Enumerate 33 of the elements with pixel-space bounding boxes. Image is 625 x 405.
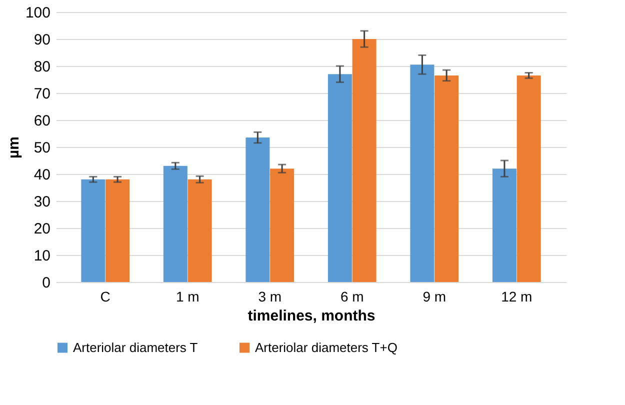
y-tick-label: 20 <box>34 220 50 238</box>
y-tick-label: 60 <box>34 112 50 130</box>
y-tick-label: 50 <box>34 140 50 156</box>
y-tick-label: 80 <box>34 58 50 76</box>
bar <box>270 168 294 282</box>
bar <box>106 179 130 282</box>
bar <box>163 166 188 282</box>
y-tick-label: 10 <box>34 248 50 264</box>
x-tick-label: 6 m <box>340 288 364 304</box>
x-axis-title: timelines, months <box>248 308 376 324</box>
y-tick-label: 30 <box>34 194 50 210</box>
x-tick-label: 1 m <box>176 288 200 304</box>
bar <box>410 64 434 282</box>
y-tick-label: 100 <box>25 4 50 22</box>
bar <box>352 39 376 282</box>
x-tick-label: 3 m <box>258 288 282 304</box>
x-tick-label: 9 m <box>422 288 446 304</box>
bar <box>246 138 270 282</box>
x-tick-label: C <box>100 288 110 304</box>
x-tick-label: 12 m <box>501 288 532 304</box>
bar <box>434 75 459 282</box>
y-tick-label: 70 <box>34 86 50 102</box>
bar <box>516 75 541 282</box>
y-axis-title: µm <box>5 136 22 158</box>
legend-label: Arteriolar diameters T+Q <box>255 340 398 355</box>
bar <box>188 179 212 282</box>
y-tick-label: 90 <box>34 32 50 48</box>
y-tick-label: 0 <box>42 274 50 292</box>
bar <box>492 168 516 282</box>
y-tick-label: 40 <box>34 166 50 184</box>
bar <box>81 179 106 282</box>
legend-label: Arteriolar diameters T <box>73 340 198 355</box>
bar <box>328 74 352 282</box>
